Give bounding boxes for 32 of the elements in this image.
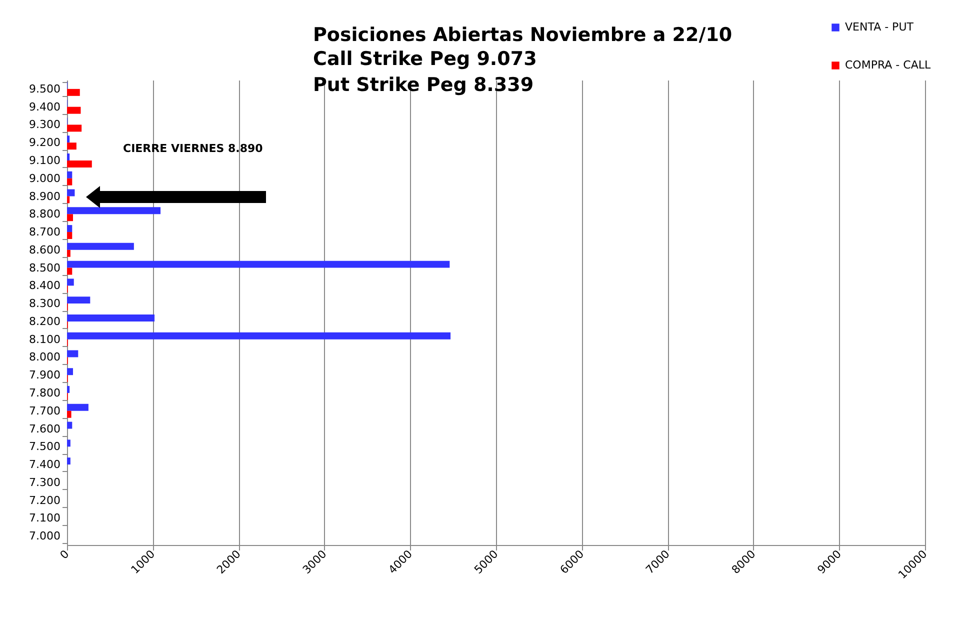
y-tick-label: 8.200: [29, 314, 60, 328]
y-tick-label: 7.000: [29, 530, 60, 543]
y-tick-label: 9.200: [29, 136, 60, 150]
y-tick-label: 7.300: [29, 476, 60, 489]
chart-title: Posiciones Abiertas Noviembre a 22/10: [313, 24, 732, 46]
y-tick-label: 7.200: [29, 494, 60, 507]
y-tick-label: 7.800: [29, 386, 60, 400]
x-tick-label: 0: [58, 548, 72, 562]
y-tick-label: 9.300: [29, 118, 60, 132]
y-tick-label: 8.900: [29, 190, 60, 203]
y-tick-label: 8.400: [29, 279, 60, 292]
y-tick-label: 9.400: [29, 100, 60, 114]
y-tick-label: 8.700: [29, 226, 60, 239]
y-tick-label: 7.500: [29, 440, 60, 454]
y-tick-label: 7.100: [29, 512, 60, 525]
y-tick-label: 8.300: [29, 297, 60, 310]
chart-subtitle: Call Strike Peg 9.073 Put Strike Peg 8.339: [313, 48, 537, 96]
y-tick-label: 9.100: [29, 154, 60, 167]
y-tick-label: 8.500: [29, 261, 60, 274]
annotation: CIERRE VIERNES 8.890: [123, 142, 263, 155]
y-tick-label: 8.100: [29, 332, 60, 346]
y-tick-label: 7.900: [29, 368, 60, 382]
y-tick-label: 8.600: [29, 243, 60, 256]
y-tick-label: 7.400: [29, 458, 60, 472]
y-tick-label: 9.000: [29, 172, 60, 185]
y-tick-label: 8.800: [29, 208, 60, 221]
y-tick-label: 9.500: [29, 82, 60, 96]
y-tick-label: 7.700: [29, 404, 60, 418]
legend-label: COMPRA - CALL: [845, 58, 932, 72]
y-tick-label: 8.000: [29, 350, 60, 364]
legend-label: VENTA - PUT: [845, 20, 914, 34]
y-tick-label: 7.600: [29, 422, 60, 436]
